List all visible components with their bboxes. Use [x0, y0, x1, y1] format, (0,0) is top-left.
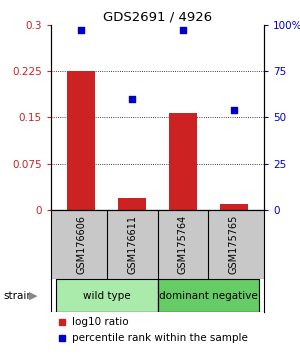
Bar: [118, 198, 146, 210]
Point: [181, 28, 185, 33]
Title: GDS2691 / 4926: GDS2691 / 4926: [103, 11, 212, 24]
Text: GSM176606: GSM176606: [76, 215, 86, 274]
Text: strain: strain: [3, 291, 33, 301]
Bar: [169, 113, 197, 210]
Point: [79, 28, 84, 33]
Text: percentile rank within the sample: percentile rank within the sample: [72, 333, 248, 343]
Bar: [56, 279, 158, 312]
Text: dominant negative: dominant negative: [159, 291, 258, 301]
Text: ▶: ▶: [28, 291, 37, 301]
Text: GSM175765: GSM175765: [229, 215, 238, 274]
Text: log10 ratio: log10 ratio: [72, 316, 129, 327]
Bar: [220, 204, 248, 210]
Text: GSM175764: GSM175764: [178, 215, 188, 274]
Text: GSM176611: GSM176611: [127, 215, 137, 274]
Point: [130, 96, 134, 102]
Bar: [68, 71, 95, 210]
Text: wild type: wild type: [83, 291, 130, 301]
Bar: [158, 279, 259, 312]
Point: [231, 107, 236, 113]
